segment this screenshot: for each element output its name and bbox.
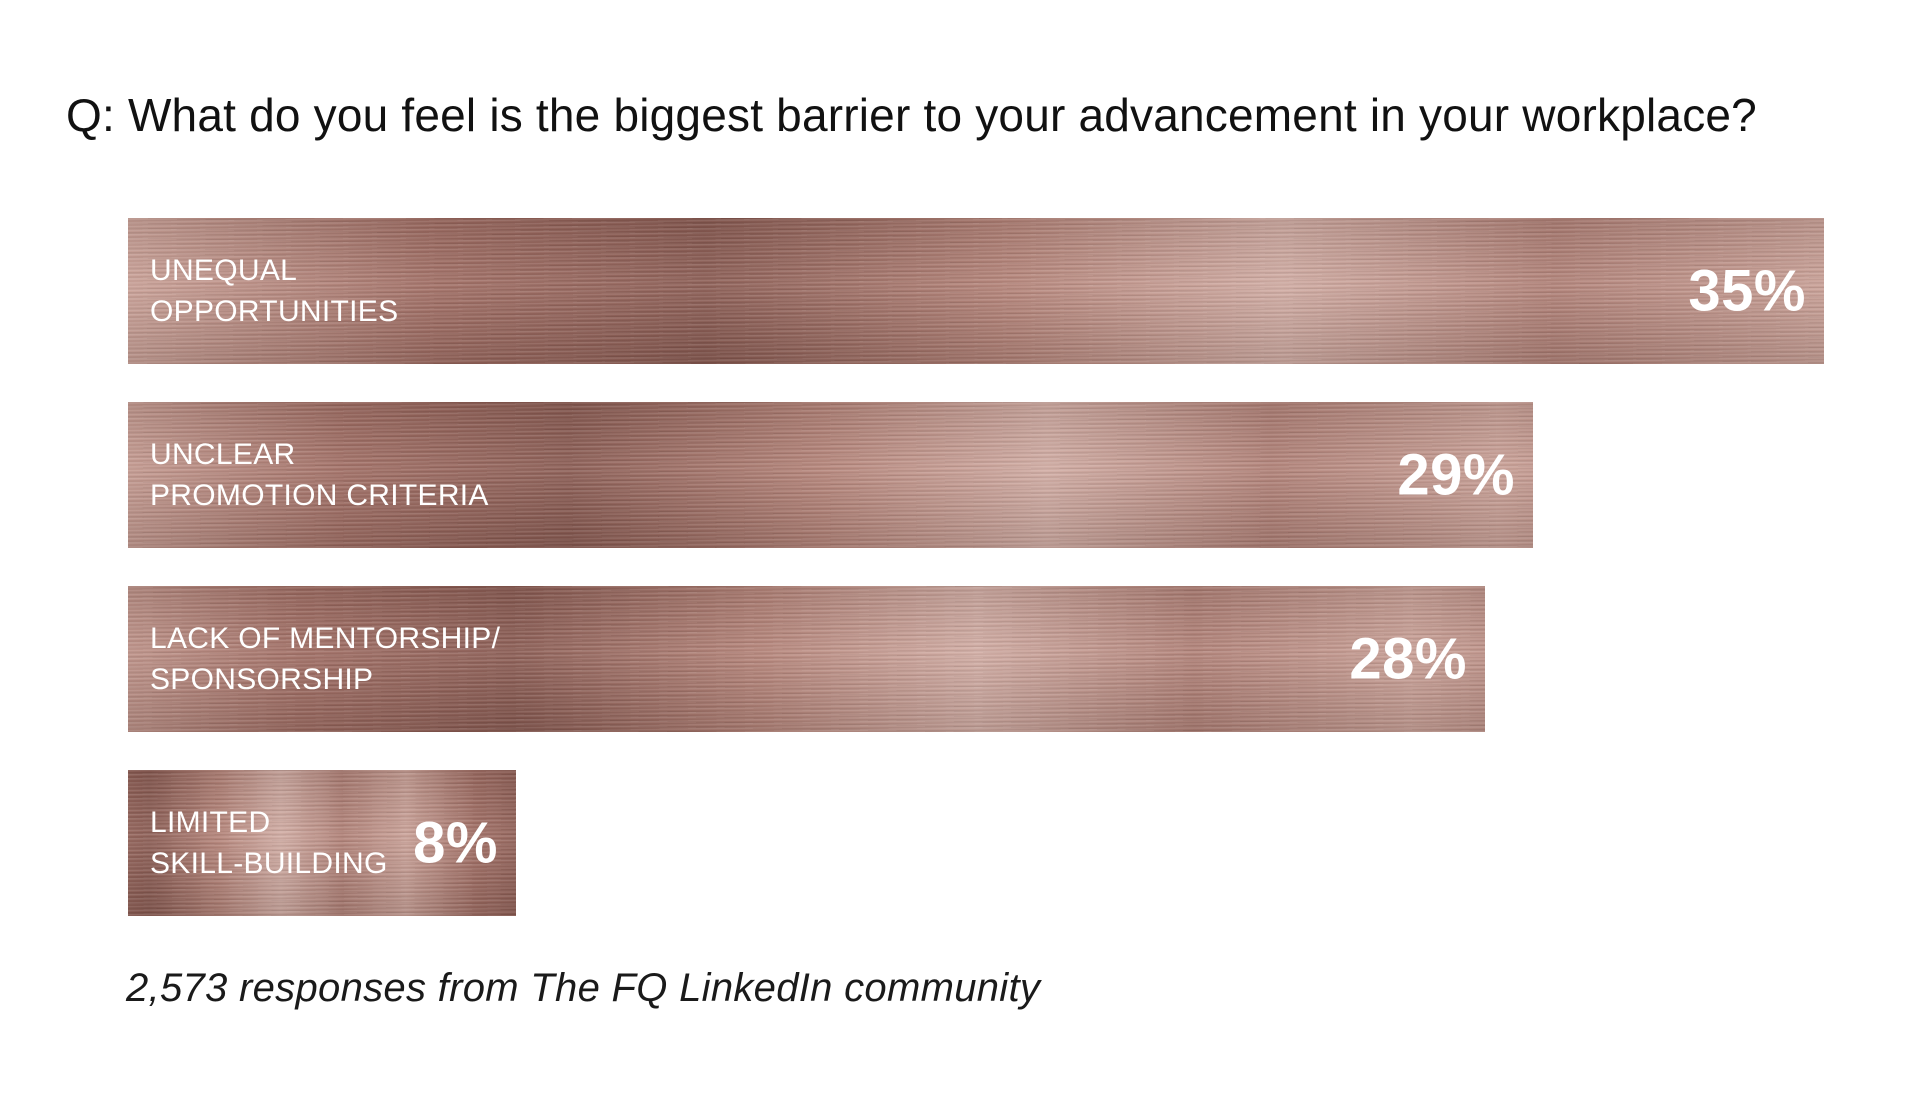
- responses-footnote: 2,573 responses from The FQ LinkedIn com…: [126, 966, 1041, 1010]
- bar-value-label: 29%: [1397, 442, 1515, 508]
- bar-label: UNEQUAL OPPORTUNITIES: [150, 250, 398, 332]
- bar-label-line: PROMOTION CRITERIA: [150, 479, 489, 512]
- bar-value-label: 8%: [413, 810, 498, 876]
- bar-label-line: LIMITED: [150, 806, 271, 839]
- bar-unequal-opportunities: UNEQUAL OPPORTUNITIES 35%: [128, 218, 1824, 364]
- bar-label: UNCLEAR PROMOTION CRITERIA: [150, 434, 489, 516]
- bar-label-line: SKILL-BUILDING: [150, 847, 388, 880]
- bar-label: LACK OF MENTORSHIP/SPONSORSHIP: [150, 618, 500, 700]
- bar-limited-skill-building: LIMITED SKILL-BUILDING 8%: [128, 770, 516, 916]
- bar-value-label: 35%: [1688, 258, 1806, 324]
- bar-chart: UNEQUAL OPPORTUNITIES 35% UNCLEAR PROMOTION …: [128, 218, 1824, 918]
- bar-label-line: LACK OF MENTORSHIP/: [150, 622, 501, 655]
- bar-value-label: 28%: [1349, 626, 1467, 692]
- bar-lack-of-mentorship: LACK OF MENTORSHIP/SPONSORSHIP 28%: [128, 586, 1485, 732]
- bar-label: LIMITED SKILL-BUILDING: [150, 802, 388, 884]
- bar-label-line: UNEQUAL: [150, 254, 298, 287]
- bar-label-line: UNCLEAR: [150, 438, 296, 471]
- bar-label-line: SPONSORSHIP: [150, 663, 374, 696]
- bar-label-line: OPPORTUNITIES: [150, 295, 399, 328]
- bar-unclear-promotion-criteria: UNCLEAR PROMOTION CRITERIA 29%: [128, 402, 1533, 548]
- chart-title: Q: What do you feel is the biggest barri…: [66, 89, 1757, 141]
